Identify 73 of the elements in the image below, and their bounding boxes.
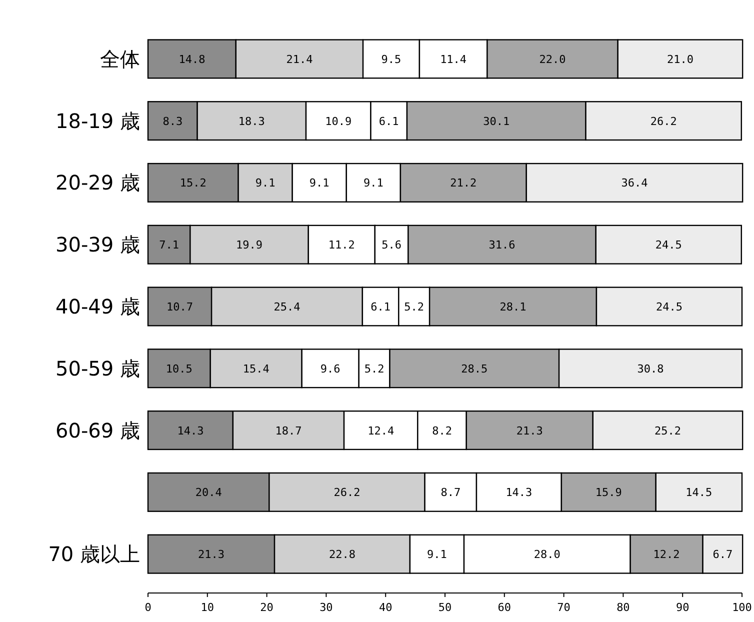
y-tick-label: 70 歳以上 bbox=[48, 542, 140, 566]
y-tick-label: 18-19 歳 bbox=[56, 108, 140, 133]
y-tick-label: 全体 bbox=[100, 46, 140, 71]
data-label: 30.8 bbox=[637, 362, 664, 376]
y-tick-label: 60-69 歳 bbox=[56, 418, 140, 442]
y-tick-label: 20-29 歳 bbox=[56, 170, 140, 195]
x-tick-label: 10 bbox=[200, 601, 214, 614]
data-label: 21.2 bbox=[450, 176, 477, 190]
data-label: 9.1 bbox=[427, 548, 447, 562]
data-label: 6.1 bbox=[370, 300, 390, 314]
data-label: 18.7 bbox=[275, 424, 302, 438]
data-label: 18.3 bbox=[238, 114, 265, 128]
data-label: 14.5 bbox=[686, 486, 712, 500]
data-label: 12.4 bbox=[368, 424, 394, 438]
data-label: 22.8 bbox=[328, 548, 356, 562]
data-label: 14.3 bbox=[506, 486, 532, 500]
data-label: 28.0 bbox=[534, 548, 560, 562]
data-label: 28.5 bbox=[461, 362, 488, 376]
data-label: 10.7 bbox=[166, 300, 194, 314]
data-label: 31.6 bbox=[488, 238, 516, 252]
data-label: 21.4 bbox=[286, 52, 314, 66]
y-tick-label: 50-59 歳 bbox=[56, 356, 140, 380]
x-tick-label: 90 bbox=[676, 601, 690, 614]
data-label: 10.5 bbox=[166, 362, 192, 376]
data-label: 5.6 bbox=[382, 238, 402, 252]
y-tick-label: 30-39 歳 bbox=[56, 232, 140, 257]
data-label: 22.0 bbox=[539, 52, 566, 66]
data-label: 6.7 bbox=[712, 548, 733, 562]
data-label: 5.2 bbox=[404, 300, 424, 314]
x-tick-label: 50 bbox=[438, 601, 452, 614]
data-label: 8.2 bbox=[432, 424, 452, 438]
data-label: 8.7 bbox=[440, 486, 461, 500]
y-tick-label: 40-49 歳 bbox=[56, 294, 140, 318]
data-label: 24.5 bbox=[655, 238, 682, 252]
data-label: 20.4 bbox=[195, 486, 222, 500]
data-label: 21.3 bbox=[198, 548, 225, 562]
x-tick-label: 80 bbox=[616, 601, 630, 614]
data-label: 15.4 bbox=[242, 362, 270, 376]
data-label: 7.1 bbox=[159, 238, 180, 252]
data-label: 36.4 bbox=[621, 176, 648, 190]
data-label: 15.2 bbox=[180, 176, 206, 190]
x-tick-label: 30 bbox=[320, 601, 333, 614]
data-label: 26.2 bbox=[334, 486, 360, 500]
data-label: 11.4 bbox=[440, 52, 467, 66]
data-label: 9.1 bbox=[309, 176, 330, 190]
data-label: 21.3 bbox=[516, 424, 543, 438]
data-label: 9.6 bbox=[320, 362, 340, 376]
data-label: 25.4 bbox=[274, 300, 301, 314]
x-tick-label: 0 bbox=[144, 601, 152, 614]
data-label: 5.2 bbox=[364, 362, 384, 376]
data-label: 14.8 bbox=[178, 52, 206, 66]
data-label: 30.1 bbox=[483, 114, 510, 128]
data-label: 26.2 bbox=[650, 114, 677, 128]
data-label: 14.3 bbox=[177, 424, 204, 438]
data-label: 8.3 bbox=[162, 114, 183, 128]
x-tick-label: 40 bbox=[378, 601, 392, 614]
x-tick-label: 100 bbox=[732, 601, 752, 614]
x-tick-label: 70 bbox=[557, 601, 570, 614]
data-label: 21.0 bbox=[666, 52, 694, 66]
data-label: 9.1 bbox=[363, 176, 384, 190]
data-label: 15.9 bbox=[595, 486, 622, 500]
data-label: 10.9 bbox=[325, 114, 352, 128]
x-tick-label: 20 bbox=[260, 601, 274, 614]
data-label: 6.1 bbox=[378, 114, 399, 128]
data-label: 9.1 bbox=[255, 176, 276, 190]
data-label: 19.9 bbox=[236, 238, 263, 252]
data-label: 28.1 bbox=[500, 300, 526, 314]
data-label: 12.2 bbox=[653, 548, 680, 562]
x-tick-label: 60 bbox=[498, 601, 512, 614]
data-label: 24.5 bbox=[656, 300, 682, 314]
data-label: 9.5 bbox=[381, 52, 402, 66]
data-label: 11.2 bbox=[328, 238, 355, 252]
data-label: 25.2 bbox=[654, 424, 681, 438]
